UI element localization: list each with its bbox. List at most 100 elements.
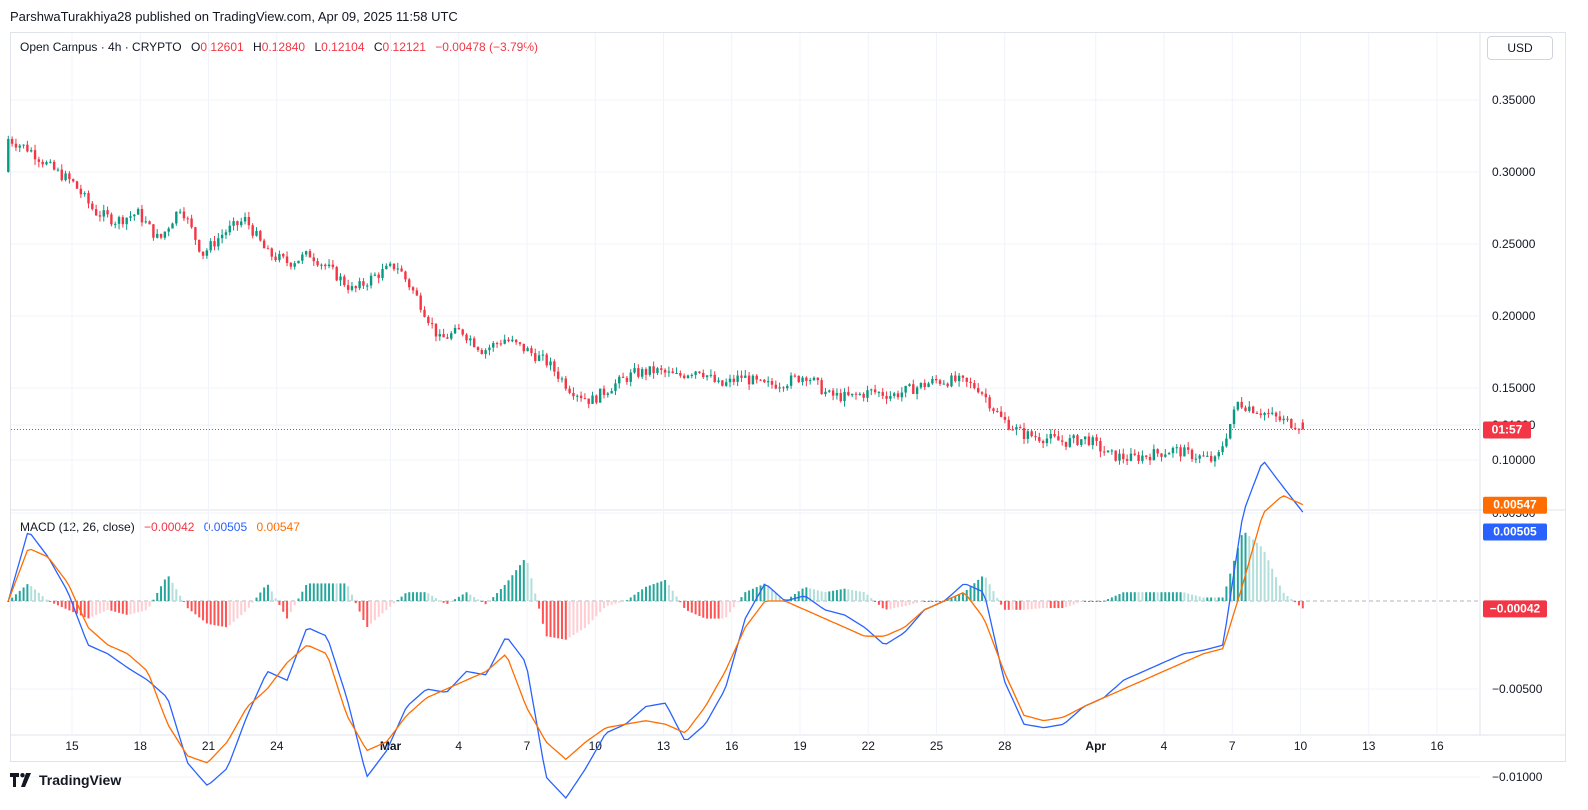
- candle-body: [595, 395, 598, 403]
- macd-hist-bar: [1233, 560, 1236, 601]
- macd-hist-bar: [389, 601, 392, 607]
- macd-hist-bar: [289, 601, 292, 612]
- macd-hist-bar: [152, 599, 155, 601]
- candle-body: [686, 375, 690, 378]
- macd-hist-bar: [64, 601, 67, 609]
- macd-hist-bar: [843, 588, 846, 601]
- macd-hist-bar: [977, 579, 980, 601]
- macd-hist-bar: [599, 601, 602, 613]
- macd-hist-bar: [1011, 601, 1014, 610]
- candle-body: [1240, 401, 1243, 408]
- macd-hist-bar: [228, 601, 231, 626]
- macd-hist-bar: [461, 594, 464, 601]
- candle-body: [247, 216, 251, 226]
- candle-body: [671, 371, 674, 374]
- candle-body: [881, 392, 884, 396]
- candle-body: [136, 208, 140, 215]
- candle-body: [797, 375, 800, 382]
- macd-hist-bar: [255, 597, 258, 601]
- macd-hist-bar: [270, 591, 273, 601]
- macd-hist-bar: [664, 580, 667, 601]
- macd-hist-bar: [49, 601, 52, 602]
- time-tick-label: 10: [1294, 739, 1308, 753]
- macd-hist-bar: [83, 601, 86, 618]
- macd-hist-bar: [434, 598, 437, 601]
- candle-body: [171, 223, 174, 229]
- macd-hist-bar: [717, 601, 720, 619]
- open-label: O: [190, 40, 201, 54]
- currency-button[interactable]: USD: [1487, 36, 1553, 60]
- macd-hist-bar: [755, 587, 758, 601]
- candle-body: [583, 398, 587, 400]
- macd-hist-bar: [824, 592, 827, 601]
- macd-hist-bar: [984, 577, 987, 601]
- candle-body: [83, 193, 86, 195]
- symbol-name[interactable]: Open Campus · 4h · CRYPTO: [20, 40, 182, 54]
- macd-hist-bar: [137, 601, 140, 613]
- macd-hist-bar: [60, 601, 63, 608]
- candle-body: [266, 248, 270, 250]
- candle-body: [648, 366, 652, 375]
- time-tick-label: 7: [1229, 739, 1236, 753]
- macd-hist-bar: [595, 601, 598, 617]
- macd-hist-bar: [492, 597, 495, 601]
- candle-body: [1271, 412, 1274, 414]
- candle-body: [434, 323, 438, 337]
- macd-hist-bar: [809, 588, 812, 601]
- macd-hist-bar: [1248, 536, 1251, 601]
- candle-body: [938, 380, 942, 384]
- macd-hist-value: −0.00042: [144, 520, 195, 534]
- candle-body: [358, 281, 361, 289]
- candle-body: [927, 383, 930, 387]
- macd-hist-bar: [209, 601, 212, 625]
- macd-hist-bar: [1049, 601, 1052, 609]
- candle-body: [892, 393, 896, 396]
- candle-body: [453, 327, 457, 334]
- candle-body: [766, 381, 770, 383]
- candle-body: [694, 371, 697, 375]
- macd-label[interactable]: MACD (12, 26, close): [20, 520, 135, 534]
- candle-body: [304, 251, 308, 255]
- macd-hist-bar: [1019, 601, 1022, 610]
- candle-body: [1232, 409, 1236, 425]
- macd-hist-bar: [767, 586, 770, 601]
- macd-hist-bar: [354, 601, 357, 604]
- candle-body: [457, 327, 461, 330]
- macd-hist-bar: [22, 587, 25, 601]
- candle-body: [828, 390, 831, 392]
- macd-hist-bar: [580, 601, 583, 631]
- macd-hist-bar: [538, 601, 541, 609]
- macd-hist-bar: [1263, 551, 1266, 601]
- macd-hist-bar: [644, 586, 647, 601]
- macd-hist-bar: [866, 594, 869, 601]
- macd-hist-bar: [1137, 592, 1140, 601]
- candle-body: [45, 162, 48, 165]
- candle-body: [465, 334, 468, 341]
- candle-body: [56, 169, 60, 171]
- tradingview-logo[interactable]: TradingView: [10, 772, 121, 788]
- macd-hist-bar: [702, 601, 705, 618]
- candle-body: [598, 388, 602, 403]
- macd-hist-bar: [881, 601, 884, 609]
- candle-body: [362, 281, 365, 286]
- macd-hist-bar: [1294, 601, 1297, 603]
- macd-hist-bar: [736, 601, 739, 603]
- candle-body: [1148, 456, 1152, 461]
- candle-body: [732, 378, 736, 382]
- close-label: C: [373, 40, 383, 54]
- macd-hist-bar: [213, 601, 216, 626]
- macd-hist-bar: [236, 601, 239, 619]
- time-tick-label: 13: [657, 739, 671, 753]
- candle-body: [1282, 418, 1285, 421]
- candle-body: [576, 395, 579, 397]
- chart-frame: [10, 32, 1566, 762]
- candle-body: [1244, 407, 1247, 411]
- candle-body: [572, 392, 575, 397]
- candle-body: [430, 323, 434, 325]
- macd-hist-bar: [709, 601, 712, 619]
- macd-hist-bar: [713, 601, 716, 619]
- candle-body: [224, 232, 228, 235]
- macd-hist-bar: [1168, 592, 1171, 601]
- candle-body: [18, 145, 21, 148]
